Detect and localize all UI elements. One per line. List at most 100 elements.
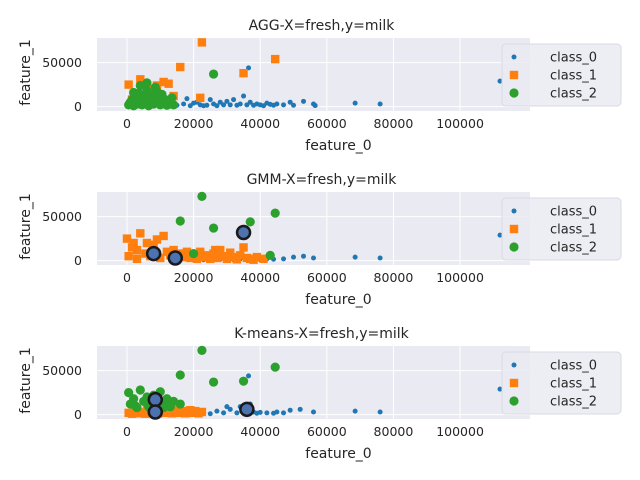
data-point-class_0 <box>201 103 207 109</box>
x-tick-label: 0 <box>123 424 131 439</box>
legend-label: class_1 <box>550 377 597 392</box>
data-point-class_0 <box>281 410 287 416</box>
data-point-class_0 <box>227 102 233 108</box>
legend-marker-class_2 <box>509 242 519 252</box>
data-point-class_1 <box>124 80 133 89</box>
data-point-class_2 <box>175 216 185 226</box>
data-point-class_1 <box>149 240 158 249</box>
data-point-class_0 <box>312 103 318 109</box>
data-point-class_1 <box>169 245 178 255</box>
x-tick-label: 60000 <box>307 424 347 439</box>
data-point-class_0 <box>274 409 280 415</box>
data-point-class_2 <box>270 362 280 372</box>
data-point-class_1 <box>197 407 207 417</box>
data-point-class_2 <box>197 191 207 201</box>
data-point-class_1 <box>211 245 220 255</box>
data-point-class_0 <box>311 255 316 261</box>
x-tick-label: 20000 <box>174 424 214 439</box>
data-point-class_0 <box>244 102 250 108</box>
x-tick-label: 40000 <box>240 116 280 131</box>
data-point-class_2 <box>208 223 219 233</box>
y-tick-label: 0 <box>74 99 82 114</box>
data-point-class_1 <box>196 93 205 103</box>
data-point-class_2 <box>238 376 249 386</box>
data-point-class_0 <box>227 406 233 412</box>
data-point-class_1 <box>132 254 142 264</box>
data-point-class_0 <box>352 100 358 106</box>
x-axis-label: feature_0 <box>305 138 371 154</box>
data-point-class_0 <box>217 99 223 105</box>
data-point-class_0 <box>281 256 287 262</box>
data-point-class_2 <box>175 370 185 380</box>
x-tick-label: 0 <box>123 270 131 285</box>
centroids <box>147 391 255 420</box>
data-point-class_1 <box>129 238 138 248</box>
y-axis-label: feature_1 <box>18 347 34 413</box>
centroid-marker <box>147 404 164 420</box>
x-tick-label: 0 <box>123 116 131 131</box>
series-class_2 <box>175 191 280 260</box>
legend-marker-class_1 <box>509 224 519 234</box>
data-point-class_1 <box>192 254 202 264</box>
data-point-class_0 <box>214 408 220 414</box>
x-tick-label: 80000 <box>374 116 414 131</box>
centroid-marker <box>235 224 252 241</box>
data-point-class_1 <box>270 54 280 64</box>
x-axis-label: feature_0 <box>305 446 371 462</box>
data-point-class_0 <box>287 407 293 413</box>
chart-title: GMM-X=fresh,y=milk <box>247 172 398 188</box>
legend-label: class_2 <box>550 395 597 410</box>
data-point-class_0 <box>291 254 297 260</box>
data-point-class_1 <box>222 254 232 264</box>
x-tick-label: 20000 <box>174 116 214 131</box>
data-point-class_0 <box>234 410 240 416</box>
data-point-class_1 <box>212 253 222 263</box>
x-tick-label: 80000 <box>374 424 414 439</box>
data-point-class_0 <box>221 102 227 108</box>
legend-box <box>501 43 622 107</box>
data-point-class_0 <box>191 100 197 106</box>
data-point-class_1 <box>239 68 248 78</box>
data-point-class_0 <box>246 373 252 379</box>
data-point-class_2 <box>175 399 185 409</box>
data-point-class_0 <box>231 97 237 103</box>
chart-title: AGG-X=fresh,y=milk <box>249 18 396 34</box>
data-point-class_0 <box>497 386 503 392</box>
data-point-class_0 <box>214 103 220 109</box>
centroid-marker <box>239 401 255 418</box>
data-point-class_0 <box>237 101 243 107</box>
data-point-class_2 <box>152 87 162 97</box>
x-axis-label: feature_0 <box>305 292 371 308</box>
data-point-class_1 <box>226 248 235 257</box>
data-point-class_1 <box>182 247 192 257</box>
scatter-panel-0: AGG-X=fresh,y=milk 0 20000 40000 60000 80000 1… <box>18 18 622 154</box>
data-point-class_0 <box>187 103 193 109</box>
data-point-class_1 <box>197 38 207 47</box>
data-point-class_0 <box>241 93 247 99</box>
data-point-class_0 <box>184 96 190 102</box>
data-point-class_1 <box>196 247 205 257</box>
chart-title: K-means-X=fresh,y=milk <box>234 326 409 342</box>
data-point-class_2 <box>188 248 199 259</box>
y-tick-label: 50000 <box>42 209 82 224</box>
x-tick-label: 60000 <box>307 270 347 285</box>
data-point-class_1 <box>156 253 165 263</box>
legend-marker-class_0 <box>511 208 517 214</box>
x-tick-label: 40000 <box>240 270 280 285</box>
data-point-class_0 <box>352 408 358 414</box>
data-point-class_0 <box>377 255 383 261</box>
data-point-class_0 <box>247 99 253 105</box>
data-point-class_1 <box>216 245 225 255</box>
data-point-class_0 <box>181 101 187 107</box>
data-point-class_2 <box>142 78 152 88</box>
x-tick-label: 20000 <box>174 270 214 285</box>
y-axis-label: feature_1 <box>18 193 34 259</box>
legend-label: class_2 <box>550 87 597 102</box>
data-point-class_1 <box>159 231 168 241</box>
legend-marker-class_0 <box>511 54 517 60</box>
legend: class_0 class_1 class_2 <box>501 197 622 261</box>
x-tick-label: 100000 <box>436 270 484 285</box>
legend-label: class_2 <box>550 241 597 256</box>
centroid-marker <box>147 391 164 408</box>
data-point-class_1 <box>136 75 145 84</box>
